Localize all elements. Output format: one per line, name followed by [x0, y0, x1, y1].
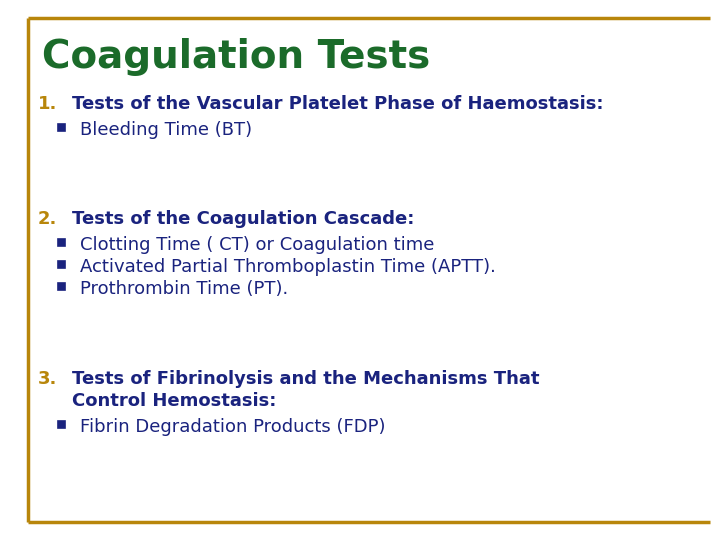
Text: Prothrombin Time (PT).: Prothrombin Time (PT).	[80, 280, 288, 298]
Text: Coagulation Tests: Coagulation Tests	[42, 38, 431, 76]
Text: Tests of the Vascular Platelet Phase of Haemostasis:: Tests of the Vascular Platelet Phase of …	[72, 95, 603, 113]
Text: Activated Partial Thromboplastin Time (APTT).: Activated Partial Thromboplastin Time (A…	[80, 258, 496, 276]
Bar	[58, 421, 65, 428]
Text: 2.: 2.	[38, 210, 58, 228]
Text: Tests of Fibrinolysis and the Mechanisms That
Control Hemostasis:: Tests of Fibrinolysis and the Mechanisms…	[72, 370, 539, 410]
Text: 1.: 1.	[38, 95, 58, 113]
Bar	[58, 239, 65, 246]
Text: Bleeding Time (BT): Bleeding Time (BT)	[80, 121, 252, 139]
Bar	[58, 283, 65, 290]
Text: Fibrin Degradation Products (FDP): Fibrin Degradation Products (FDP)	[80, 418, 385, 436]
Text: 3.: 3.	[38, 370, 58, 388]
Text: Tests of the Coagulation Cascade:: Tests of the Coagulation Cascade:	[72, 210, 415, 228]
Bar	[58, 261, 65, 268]
Bar	[58, 124, 65, 131]
Text: Clotting Time ( CT) or Coagulation time: Clotting Time ( CT) or Coagulation time	[80, 236, 434, 254]
